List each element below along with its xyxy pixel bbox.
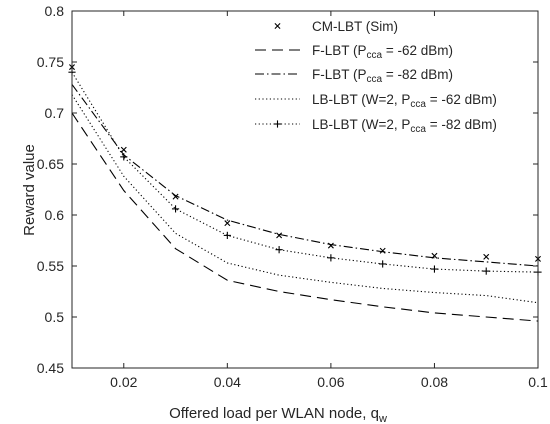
x-marker-stroke: [276, 232, 283, 239]
x-tick-label: 0.02: [110, 374, 137, 390]
legend-label-text: F-LBT (P: [312, 43, 367, 58]
x-tick-label: 0.08: [421, 374, 448, 390]
y-tick-label: 0.5: [45, 309, 65, 325]
x-marker-stroke: [379, 247, 386, 254]
legend-label: F-LBT (Pcca = -62 dBm): [312, 43, 453, 61]
legend-label: CM-LBT (Sim): [312, 19, 398, 34]
x-marker-stroke: [274, 23, 281, 29]
legend-label-text: LB-LBT (W=2, P: [312, 92, 410, 107]
x-marker-stroke: [120, 146, 127, 153]
legend-item: LB-LBT (W=2, Pcca = -82 dBm): [255, 117, 497, 135]
data-point: [275, 246, 283, 254]
data-point: [482, 267, 490, 275]
series-line: [71, 71, 539, 273]
legend-label-text: = -82 dBm): [382, 67, 453, 82]
data-point: [276, 232, 283, 239]
legend-label-subscript: cca: [410, 124, 426, 135]
data-point: [120, 146, 127, 153]
legend-swatch-marker: [274, 23, 281, 29]
x-tick-label: 0.1: [528, 374, 548, 390]
y-tick-label: 0.75: [37, 54, 64, 70]
series-2: [71, 84, 539, 267]
x-axis-label: Offered load per WLAN node, qw: [169, 405, 387, 424]
data-point: [327, 254, 335, 262]
data-point: [224, 220, 231, 227]
data-point: [379, 260, 387, 268]
legend-item: LB-LBT (W=2, Pcca = -62 dBm): [255, 92, 497, 110]
x-tick-label: 0.06: [317, 374, 344, 390]
series-1: [71, 112, 539, 322]
legend-label-subscript: cca: [367, 74, 383, 85]
y-tick-label: 0.8: [45, 3, 65, 19]
x-marker-stroke: [327, 242, 334, 249]
data-point: [120, 153, 128, 161]
y-tick-label: 0.45: [37, 360, 64, 376]
legend-label-text: = -62 dBm): [382, 43, 453, 58]
legend-item: CM-LBT (Sim): [274, 19, 398, 34]
legend-item: F-LBT (Pcca = -82 dBm): [255, 67, 453, 85]
y-tick-label: 0.6: [45, 207, 65, 223]
x-marker-stroke: [172, 193, 179, 200]
y-tick-label: 0.7: [45, 105, 65, 121]
data-point: [223, 231, 231, 239]
legend-label-text: = -82 dBm): [426, 117, 497, 132]
x-marker-stroke: [483, 253, 490, 260]
legend-swatch-marker: [273, 120, 282, 128]
data-point: [171, 205, 180, 213]
x-marker-stroke: [224, 220, 231, 227]
legend-label: LB-LBT (W=2, Pcca = -62 dBm): [312, 92, 497, 110]
legend-label-text: F-LBT (P: [312, 67, 367, 82]
axes-layer: 0.02 0.04 0.06 0.08 0.1 0.45 0.5 0.55 0.6 0.65 0.7…: [37, 3, 548, 390]
legend: CM-LBT (Sim)F-LBT (Pcca = -62 dBm)F-LBT …: [255, 19, 497, 135]
series-line: [71, 112, 539, 322]
legend-label-text: = -62 dBm): [426, 92, 497, 107]
data-point: [430, 265, 439, 273]
legend-label: LB-LBT (W=2, Pcca = -82 dBm): [312, 117, 497, 135]
y-axis-label: Reward value: [21, 144, 38, 236]
legend-label: F-LBT (Pcca = -82 dBm): [312, 67, 453, 85]
legend-label-subscript: cca: [410, 99, 426, 110]
x-axis-label-main: Offered load per WLAN node, q: [169, 405, 379, 422]
legend-label-subscript: cca: [367, 50, 383, 61]
legend-item: F-LBT (Pcca = -62 dBm): [255, 43, 453, 61]
data-point: [483, 253, 490, 260]
plot-frame: [71, 10, 539, 369]
legend-label-text: CM-LBT (Sim): [312, 19, 398, 34]
y-tick-label: 0.55: [37, 258, 64, 274]
series-line: [71, 84, 539, 267]
legend-label-text: LB-LBT (W=2, P: [312, 117, 410, 132]
x-axis-label-subscript: w: [378, 413, 387, 424]
y-tick-label: 0.65: [37, 156, 64, 172]
x-tick-label: 0.04: [214, 374, 241, 390]
